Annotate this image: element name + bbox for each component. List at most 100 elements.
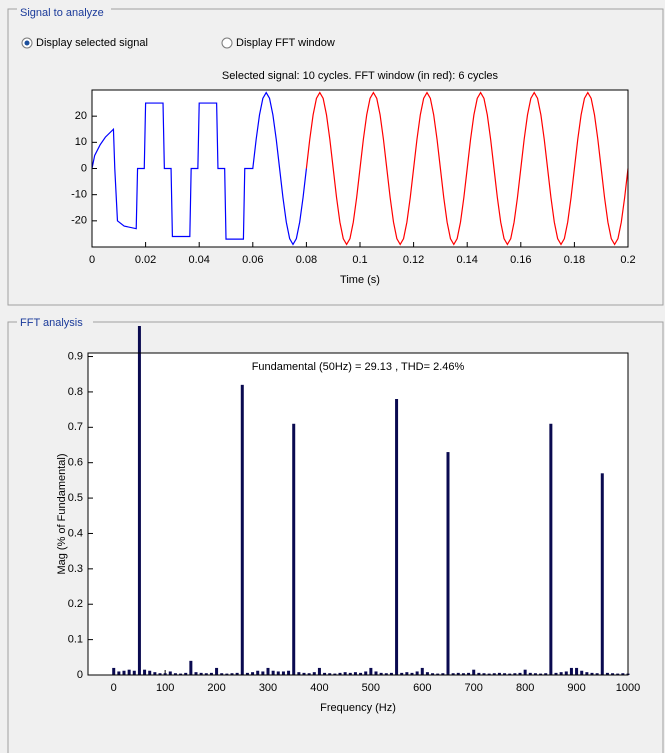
y-tick-label: 20	[75, 110, 87, 122]
bar	[132, 670, 136, 675]
y-tick-label: 10	[75, 136, 87, 148]
bar	[266, 667, 270, 675]
bar	[605, 672, 609, 675]
bar	[153, 672, 157, 675]
bar	[194, 672, 198, 675]
x-axis-label: Time (s)	[340, 274, 380, 286]
bar	[461, 673, 465, 675]
bar	[163, 673, 167, 675]
x-tick-label: 0.08	[296, 254, 317, 266]
bar	[477, 672, 481, 675]
bar	[508, 673, 512, 675]
x-tick-label: 100	[156, 682, 174, 694]
bar	[148, 670, 152, 675]
bar	[395, 399, 399, 675]
bar	[441, 673, 445, 675]
bar	[173, 673, 177, 675]
y-axis-label: Mag (% of Fundamental)	[56, 453, 68, 574]
bar	[575, 667, 579, 675]
bar	[518, 672, 522, 675]
radio-dot	[24, 40, 30, 46]
bar	[569, 667, 573, 675]
x-tick-label: 600	[413, 682, 431, 694]
bar	[245, 672, 249, 675]
bar	[482, 673, 486, 675]
bar	[503, 673, 507, 675]
bar	[333, 673, 337, 675]
bar	[533, 673, 537, 675]
bar	[199, 672, 203, 675]
bar	[415, 671, 419, 675]
bar	[590, 672, 594, 675]
x-tick-label: 1000	[616, 682, 640, 694]
y-tick-label: 0.9	[68, 350, 83, 362]
bar	[559, 672, 563, 675]
bar	[312, 672, 316, 675]
y-tick-label: 0.7	[68, 421, 83, 433]
bar	[420, 667, 424, 675]
y-tick-label: 0.3	[68, 563, 83, 575]
x-tick-label: 0.12	[403, 254, 424, 266]
bar	[271, 670, 275, 675]
bar	[487, 673, 491, 675]
bar	[235, 672, 239, 675]
bar	[467, 672, 471, 675]
bar	[405, 672, 409, 675]
x-tick-label: 500	[362, 682, 380, 694]
bar	[287, 670, 291, 675]
bar	[338, 672, 342, 675]
x-tick-label: 400	[310, 682, 328, 694]
bar	[374, 671, 378, 675]
y-tick-label: 0.5	[68, 492, 83, 504]
bar	[564, 671, 568, 675]
radio-label[interactable]: Display FFT window	[236, 37, 335, 49]
bar	[595, 673, 599, 675]
x-tick-label: 200	[207, 682, 225, 694]
bar	[528, 672, 532, 675]
bar	[215, 667, 219, 675]
bar	[400, 672, 404, 675]
radio-label[interactable]: Display selected signal	[36, 37, 148, 49]
y-tick-label: 0.4	[68, 527, 83, 539]
x-tick-label: 0.06	[242, 254, 263, 266]
bar	[353, 672, 357, 675]
bar	[554, 672, 558, 675]
bar	[261, 671, 265, 675]
bar	[112, 667, 116, 675]
y-tick-label: 0.1	[68, 634, 83, 646]
bar	[220, 673, 224, 675]
bar	[451, 673, 455, 675]
x-tick-label: 0	[89, 254, 95, 266]
signal-line	[91, 91, 307, 246]
y-tick-label: 0.6	[68, 457, 83, 469]
bar	[472, 669, 476, 675]
chart-title: Fundamental (50Hz) = 29.13 , THD= 2.46%	[252, 361, 465, 373]
x-tick-label: 0.2	[620, 254, 635, 266]
bar	[127, 669, 131, 675]
bar	[297, 672, 301, 675]
bar	[225, 673, 229, 675]
bar	[179, 673, 183, 675]
bar	[292, 423, 296, 675]
y-tick-label: 0.2	[68, 598, 83, 610]
bar	[410, 672, 414, 675]
bar	[328, 673, 332, 675]
panel-title: FFT analysis	[20, 317, 83, 329]
radio-button[interactable]	[221, 37, 233, 49]
bar	[256, 670, 260, 675]
bar	[204, 673, 208, 675]
bar	[384, 673, 388, 675]
bar	[343, 672, 347, 675]
x-tick-label: 0.02	[135, 254, 156, 266]
bar	[580, 670, 584, 675]
bar	[117, 671, 121, 675]
bar	[539, 673, 543, 675]
bar	[307, 673, 311, 675]
bar	[317, 667, 321, 675]
bar	[230, 673, 234, 675]
x-tick-label: 800	[516, 682, 534, 694]
panel-title-bg	[17, 5, 111, 19]
x-tick-label: 0	[111, 682, 117, 694]
bar	[436, 673, 440, 675]
